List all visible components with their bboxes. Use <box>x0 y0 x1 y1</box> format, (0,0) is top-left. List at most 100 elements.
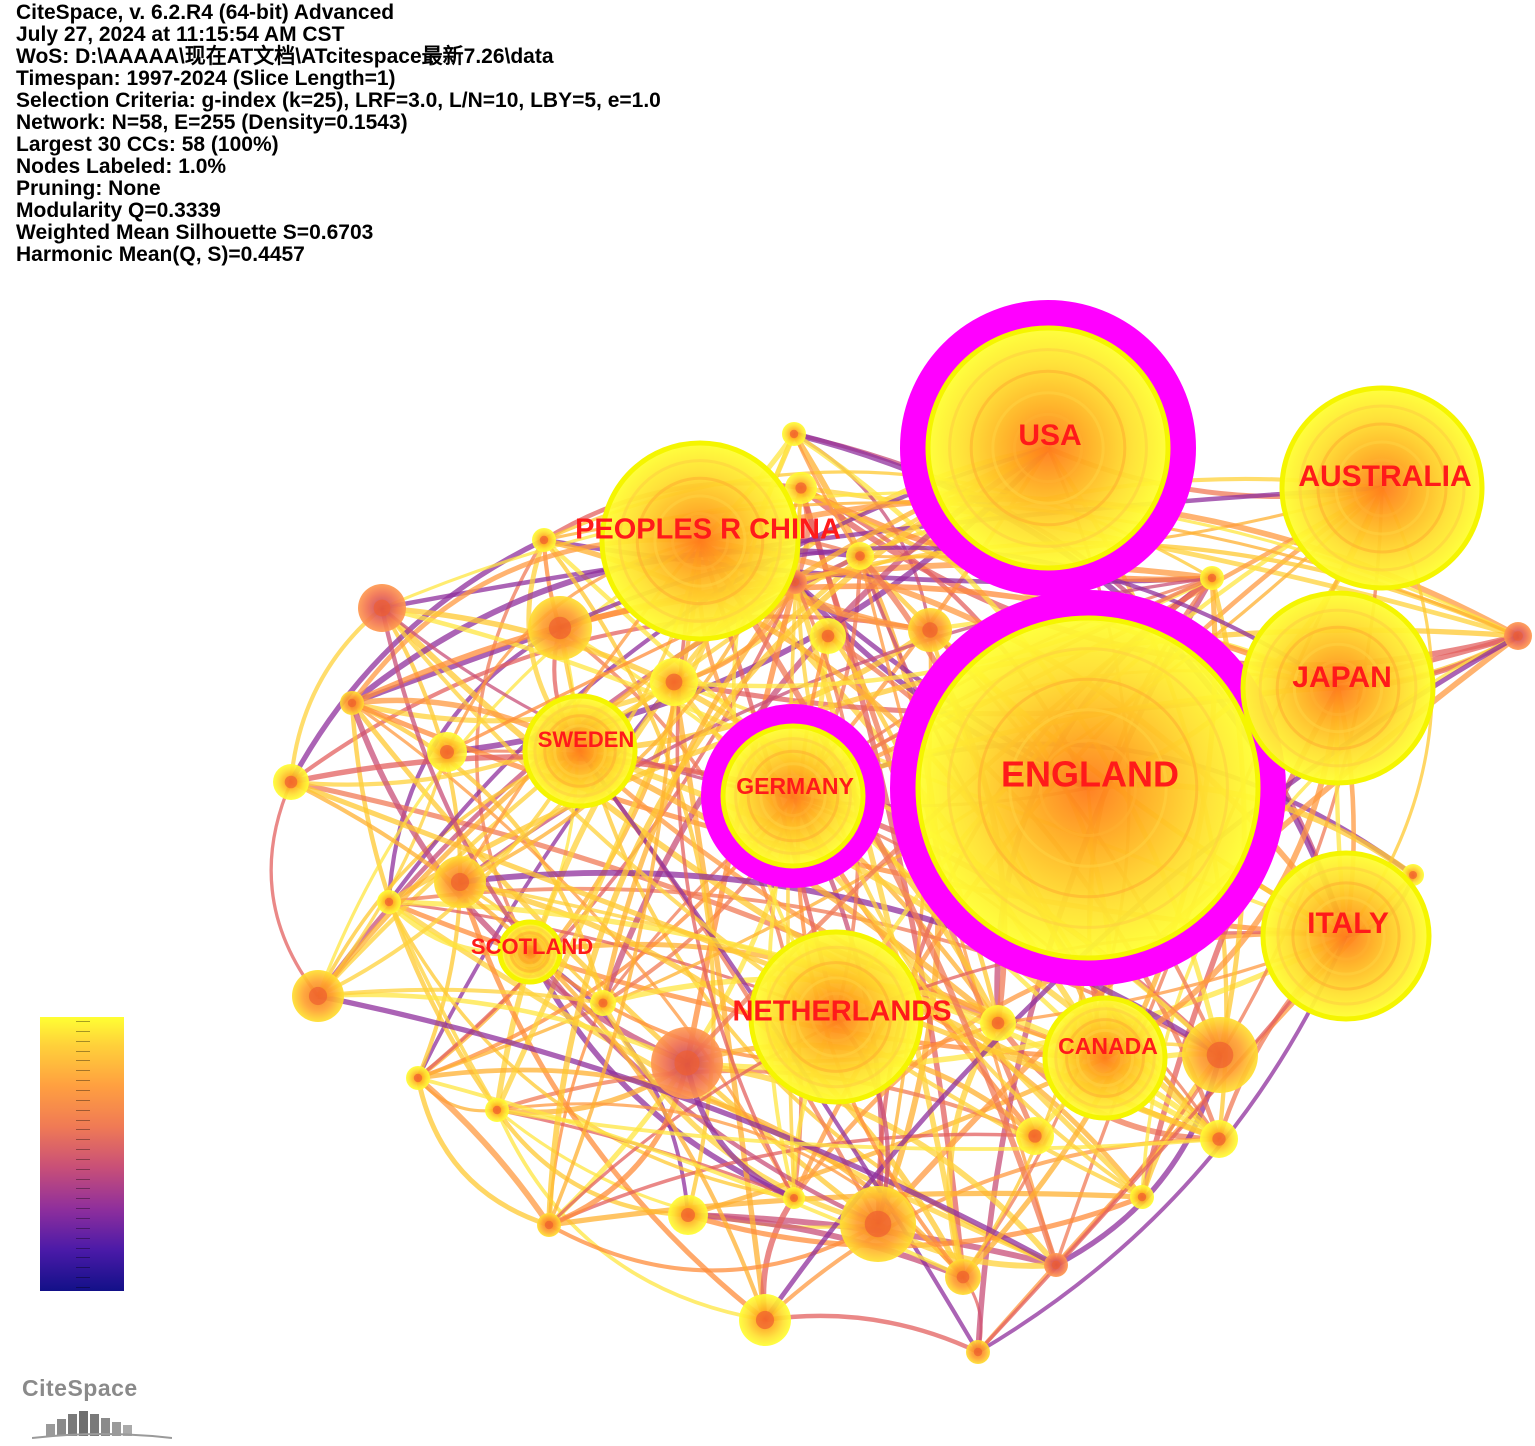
node-outline-germany[interactable] <box>720 723 866 869</box>
node-tree-ring[interactable] <box>553 724 607 778</box>
network-node-core[interactable] <box>755 1310 775 1330</box>
network-node-core[interactable] <box>347 698 357 708</box>
node-tree-ring[interactable] <box>780 961 892 1073</box>
node-outline-australia[interactable] <box>1279 385 1485 591</box>
node-outline-usa[interactable] <box>925 325 1171 571</box>
node-tree-ring[interactable] <box>1065 1018 1145 1098</box>
node-tree-ring[interactable] <box>1291 881 1401 991</box>
network-node-core[interactable] <box>1137 1192 1147 1202</box>
node-tree-ring[interactable] <box>1086 1039 1124 1077</box>
node-tree-ring[interactable] <box>1275 625 1401 751</box>
node-germany[interactable] <box>723 726 863 866</box>
node-tree-ring[interactable] <box>520 942 540 962</box>
node-tree-ring[interactable] <box>671 512 729 570</box>
node-tree-ring[interactable] <box>1012 412 1084 484</box>
node-tree-ring[interactable] <box>1054 1007 1156 1109</box>
network-node-core[interactable] <box>539 535 549 545</box>
node-tree-ring[interactable] <box>618 459 782 623</box>
network-node-core[interactable] <box>384 897 394 907</box>
network-node-core[interactable] <box>1409 871 1417 879</box>
node-canada[interactable] <box>1045 998 1165 1118</box>
node-tree-ring[interactable] <box>759 762 827 830</box>
network-node-core[interactable] <box>544 1220 554 1230</box>
node-tree-ring[interactable] <box>977 677 1199 899</box>
node-outline-scotland[interactable] <box>497 919 563 985</box>
node-tree-ring[interactable] <box>1298 404 1466 572</box>
network-node-core[interactable] <box>1028 1129 1042 1143</box>
centrality-ring-germany[interactable] <box>701 704 885 888</box>
node-tree-ring[interactable] <box>509 931 551 973</box>
node-tree-ring[interactable] <box>947 647 1229 929</box>
network-node-core[interactable] <box>790 577 800 587</box>
network-node-core[interactable] <box>308 986 328 1006</box>
network-node-core[interactable] <box>373 599 391 617</box>
node-tree-ring[interactable] <box>734 737 852 855</box>
network-node-core[interactable] <box>922 622 938 638</box>
node-tree-ring[interactable] <box>1258 608 1418 768</box>
node-tree-ring[interactable] <box>563 734 597 768</box>
network-node-core[interactable] <box>1207 573 1217 583</box>
node-tree-ring[interactable] <box>1008 708 1168 868</box>
node-tree-ring[interactable] <box>795 976 877 1058</box>
network-node-core[interactable] <box>991 1016 1005 1030</box>
network-node-core[interactable] <box>789 429 799 439</box>
node-scotland[interactable] <box>500 922 560 982</box>
node-tree-ring[interactable] <box>1292 642 1384 734</box>
network-node-core[interactable] <box>674 1050 700 1076</box>
node-outline-netherlands[interactable] <box>748 929 924 1105</box>
node-tree-ring[interactable] <box>514 936 546 968</box>
node-tree-ring[interactable] <box>991 391 1105 505</box>
node-outline-england[interactable] <box>915 615 1261 961</box>
network-node-core[interactable] <box>1206 1041 1234 1069</box>
node-tree-ring[interactable] <box>1321 911 1371 961</box>
node-tree-ring[interactable] <box>771 774 815 818</box>
centrality-ring-england[interactable] <box>890 590 1286 986</box>
network-node-core[interactable] <box>1212 1132 1226 1146</box>
node-usa[interactable] <box>928 328 1168 568</box>
node-tree-ring[interactable] <box>635 476 765 606</box>
network-node-core[interactable] <box>795 482 807 494</box>
node-netherlands[interactable] <box>751 932 921 1102</box>
node-peoples-r-china[interactable] <box>602 443 798 639</box>
node-tree-ring[interactable] <box>969 369 1127 527</box>
node-outline-japan[interactable] <box>1240 590 1436 786</box>
network-node-core[interactable] <box>681 1208 695 1222</box>
network-node-core[interactable] <box>855 551 865 561</box>
node-tree-ring[interactable] <box>1306 896 1386 976</box>
centrality-ring-usa[interactable] <box>900 300 1196 596</box>
node-tree-ring[interactable] <box>1276 866 1416 1006</box>
network-node-core[interactable] <box>440 745 454 759</box>
node-tree-ring[interactable] <box>948 348 1148 548</box>
network-node-core[interactable] <box>1051 1260 1061 1270</box>
network-node-core[interactable] <box>450 872 470 892</box>
node-tree-ring[interactable] <box>746 749 840 843</box>
node-tree-ring[interactable] <box>810 991 862 1043</box>
node-outline-italy[interactable] <box>1260 850 1432 1022</box>
node-japan[interactable] <box>1243 593 1433 783</box>
network-node-core[interactable] <box>1513 631 1523 641</box>
node-tree-ring[interactable] <box>533 704 627 798</box>
node-outline-peoples-r-china[interactable] <box>599 440 801 642</box>
network-node-core[interactable] <box>665 673 683 691</box>
node-england[interactable] <box>918 618 1258 958</box>
network-node-core[interactable] <box>598 998 608 1008</box>
network-node-core[interactable] <box>956 1270 970 1284</box>
node-tree-ring[interactable] <box>1334 440 1430 536</box>
network-node-core[interactable] <box>548 616 572 640</box>
network-node-core[interactable] <box>284 775 298 789</box>
node-tree-ring[interactable] <box>1309 659 1367 717</box>
network-node-core[interactable] <box>790 1194 798 1202</box>
node-tree-ring[interactable] <box>1316 422 1448 554</box>
node-tree-ring[interactable] <box>653 494 747 588</box>
node-tree-ring[interactable] <box>764 945 908 1089</box>
network-node-core[interactable] <box>973 1347 983 1357</box>
node-australia[interactable] <box>1282 388 1482 588</box>
node-tree-ring[interactable] <box>1352 458 1412 518</box>
network-node-core[interactable] <box>492 1105 502 1115</box>
network-node-core[interactable] <box>864 1210 892 1238</box>
node-outline-canada[interactable] <box>1042 995 1168 1121</box>
node-sweden[interactable] <box>525 696 635 806</box>
node-tree-ring[interactable] <box>543 714 617 788</box>
node-tree-ring[interactable] <box>1075 1028 1135 1088</box>
